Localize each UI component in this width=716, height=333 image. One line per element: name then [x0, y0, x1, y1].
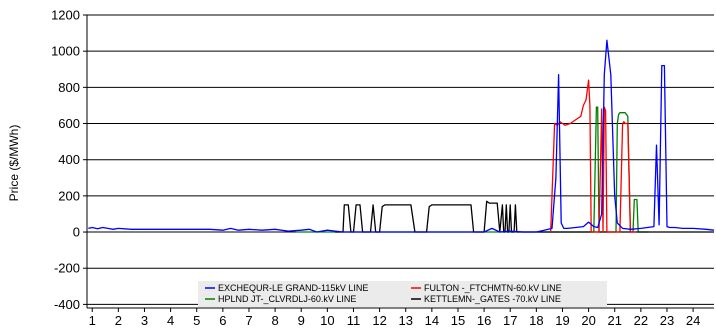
- x-tick-label: 24: [686, 313, 700, 328]
- y-tick-label: 800: [58, 80, 80, 95]
- x-tick-label: 5: [193, 313, 200, 328]
- y-tick-label: 1000: [51, 44, 80, 59]
- y-tick-label: -200: [54, 261, 80, 276]
- grid-lines: [87, 14, 714, 305]
- legend-label: FULTON -_FTCHMTN-60.kV LINE: [424, 283, 562, 293]
- x-tick-label: 9: [298, 313, 305, 328]
- legend-label: EXCHEQUR-LE GRAND-115kV LINE: [218, 283, 368, 293]
- y-tick-label: 600: [58, 116, 80, 131]
- x-tick-label: 13: [398, 313, 412, 328]
- x-tick-label: 11: [347, 313, 361, 328]
- legend-label: KETTLEMN-_GATES -70.kV LINE: [424, 294, 561, 304]
- series-line-2: [550, 79, 636, 233]
- x-tick-label: 7: [245, 313, 252, 328]
- x-tick-label: 15: [451, 313, 465, 328]
- y-tick-label: 400: [58, 152, 80, 167]
- legend: EXCHEQUR-LE GRAND-115kV LINE FULTON -_FTC…: [198, 281, 607, 307]
- series-line-1: [88, 39, 715, 233]
- legend-label: HPLND JT-_CLVRDLJ-60.kV LINE: [218, 294, 356, 304]
- legend-items: EXCHEQUR-LE GRAND-115kV LINE FULTON -_FTC…: [205, 283, 562, 304]
- y-tick-label: 1200: [51, 8, 80, 23]
- y-tick-label: 0: [73, 225, 80, 240]
- x-tick-label: 19: [555, 313, 569, 328]
- legend-box: [198, 281, 607, 307]
- x-tick-label: 17: [503, 313, 517, 328]
- x-tick-label: 3: [141, 313, 148, 328]
- x-tick-label: 21: [607, 313, 621, 328]
- x-tick-label: 20: [581, 313, 595, 328]
- axes: [86, 15, 714, 309]
- series-lines: [88, 39, 715, 233]
- y-tick-label: 200: [58, 188, 80, 203]
- x-tick-label: 12: [372, 313, 386, 328]
- x-tick-label: 14: [425, 313, 439, 328]
- x-tick-label: 8: [271, 313, 278, 328]
- x-tick-labels: 1 2 3 4 5 6 7 8 9 10 11 12 13 14 15 16 17 18 19 20 21 22 23 24: [89, 308, 700, 328]
- x-tick-label: 16: [477, 313, 491, 328]
- x-tick-label: 18: [529, 313, 543, 328]
- x-tick-label: 10: [320, 313, 334, 328]
- x-tick-label: 1: [89, 313, 96, 328]
- y-tick-labels: -400 -200 0 200 400 600 800 1000 1200: [51, 8, 87, 312]
- x-tick-label: 2: [115, 313, 122, 328]
- series-line-4: [335, 200, 714, 233]
- y-axis-title: Price ($/MWh): [7, 125, 21, 202]
- x-tick-label: 6: [219, 313, 226, 328]
- y-tick-label: -400: [54, 297, 80, 312]
- x-tick-label: 4: [167, 313, 174, 328]
- x-tick-label: 23: [660, 313, 674, 328]
- x-tick-label: 22: [634, 313, 648, 328]
